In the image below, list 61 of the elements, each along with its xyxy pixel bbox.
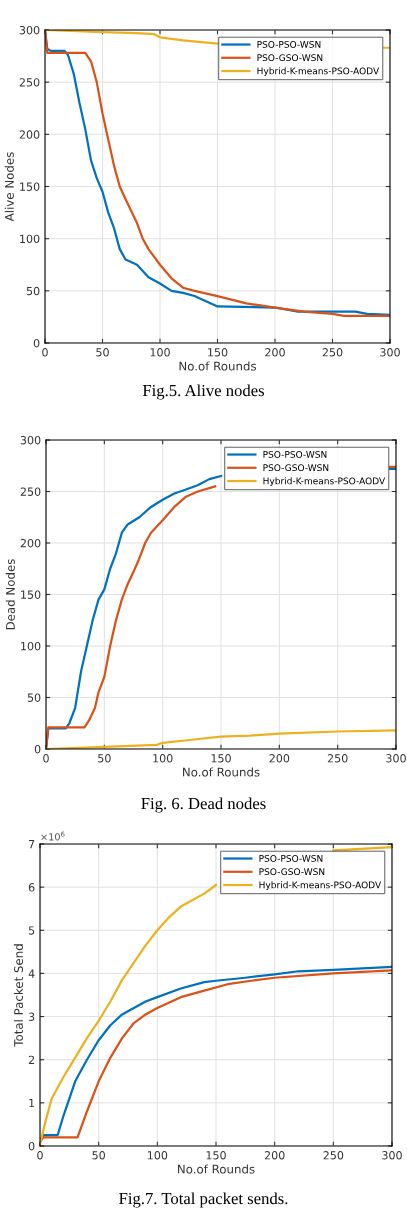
x-axis-title: No.of Rounds [178,1164,255,1174]
y-tick-label: 300 [19,25,40,35]
x-tick-label: 0 [43,754,49,763]
text: Fig.5. Alive nodes [142,384,265,400]
x-axis-title: No.of Rounds [183,767,260,777]
text: Fig.7. Total packet sends. [119,1192,288,1208]
y-tick-label: 200 [19,130,40,139]
y-tick-label: 50 [27,693,41,702]
x-tick-label: 250 [323,1151,344,1160]
x-tick-label: 250 [322,348,343,357]
x-tick-label: 100 [150,348,170,357]
y-tick-label: 200 [20,538,41,548]
y-axis-title: Total Packet Send [13,944,23,1047]
x-tick-label: 200 [265,348,285,357]
legend-label: Hybrid-K-means-PSO-AODV [259,881,382,891]
legend-label: PSO-PSO-WSN [257,40,321,48]
x-tick-label: 50 [92,1151,105,1160]
x-tick-label: 300 [386,754,406,763]
legend-label: PSO-GSO-WSN [259,868,325,876]
x-tick-label: 150 [206,1151,226,1160]
y-tick-label: 7 [28,840,35,849]
y-tick-label: 6 [28,883,35,892]
y-tick-label: 0 [33,338,40,348]
x-tick-label: 300 [380,348,400,357]
x-tick-label: 300 [382,1151,402,1160]
y-tick-label: 1 [29,1098,35,1108]
y-tick-label: 50 [26,286,40,296]
text: ×10$^{6}$ [41,831,65,841]
legend-label: PSO-PSO-WSN [263,450,327,458]
x-tick-label: 200 [264,1151,285,1160]
y-tick-label: 300 [20,435,41,445]
y-tick-label: 5 [28,926,35,935]
x-tick-label: 50 [98,754,111,763]
x-tick-label: 50 [96,348,109,357]
y-tick-label: 3 [28,1012,35,1021]
x-tick-label: 250 [327,754,348,763]
legend-label: Hybrid-K-means-PSO-AODV [263,477,386,487]
y-tick-label: 100 [20,234,40,244]
y-axis-title: Alive Nodes [4,152,14,222]
y-tick-label: 150 [20,182,40,191]
y-tick-label: 0 [28,1141,35,1151]
text: Fig. 6. Dead nodes [141,797,266,813]
x-tick-label: 200 [269,754,290,763]
y-tick-label: 150 [21,590,41,599]
y-axis-title: Dead Nodes [5,559,15,630]
legend-label: PSO-GSO-WSN [257,54,323,62]
legend-label: PSO-PSO-WSN [259,854,323,862]
y-tick-label: 2 [28,1055,35,1064]
y-tick-label: 0 [34,744,41,754]
x-tick-label: 150 [208,348,228,357]
y-tick-label: 4 [28,969,35,978]
x-tick-label: 150 [211,754,231,763]
x-tick-label: 0 [42,348,48,357]
x-axis-title: No.of Rounds [179,361,257,371]
y-tick-label: 250 [20,487,41,496]
x-tick-label: 100 [153,754,173,763]
legend-label: PSO-GSO-WSN [263,464,329,472]
x-tick-label: 100 [147,1151,168,1160]
legend-label: Hybrid-K-means-PSO-AODV [257,67,380,77]
y-tick-label: 250 [19,78,40,87]
y-tick-label: 100 [21,641,41,651]
